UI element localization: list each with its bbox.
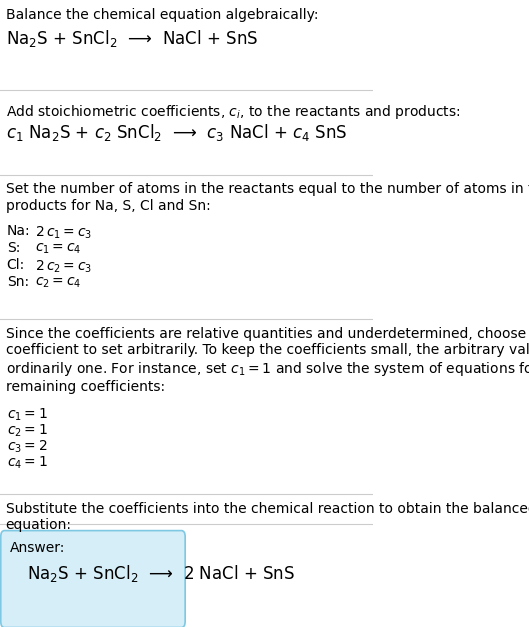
Text: Sn:: Sn: [7,275,29,289]
Text: Add stoichiometric coefficients, $c_i$, to the reactants and products:: Add stoichiometric coefficients, $c_i$, … [6,103,460,121]
Text: Since the coefficients are relative quantities and underdetermined, choose a
coe: Since the coefficients are relative quan… [6,327,529,394]
Text: S:: S: [7,241,20,255]
Text: $2\,c_1 = c_3$: $2\,c_1 = c_3$ [35,224,93,241]
Text: Balance the chemical equation algebraically:: Balance the chemical equation algebraica… [6,8,318,22]
Text: Substitute the coefficients into the chemical reaction to obtain the balanced
eq: Substitute the coefficients into the che… [6,502,529,532]
Text: Set the number of atoms in the reactants equal to the number of atoms in the
pro: Set the number of atoms in the reactants… [6,182,529,213]
Text: Na$_2$S + SnCl$_2$  ⟶  NaCl + SnS: Na$_2$S + SnCl$_2$ ⟶ NaCl + SnS [6,28,258,49]
Text: $c_2 = c_4$: $c_2 = c_4$ [35,275,82,290]
Text: Na$_2$S + SnCl$_2$  ⟶  2 NaCl + SnS: Na$_2$S + SnCl$_2$ ⟶ 2 NaCl + SnS [27,564,295,584]
FancyBboxPatch shape [1,530,185,627]
Text: Answer:: Answer: [10,542,66,556]
Text: Na:: Na: [7,224,30,238]
Text: $c_4 = 1$: $c_4 = 1$ [7,455,48,471]
Text: $c_1 = 1$: $c_1 = 1$ [7,407,48,423]
Text: $c_3 = 2$: $c_3 = 2$ [7,439,47,455]
Text: Cl:: Cl: [7,258,25,272]
Text: $c_1$ Na$_2$S + $c_2$ SnCl$_2$  ⟶  $c_3$ NaCl + $c_4$ SnS: $c_1$ Na$_2$S + $c_2$ SnCl$_2$ ⟶ $c_3$ N… [6,122,347,143]
Text: $c_2 = 1$: $c_2 = 1$ [7,423,48,440]
Text: $2\,c_2 = c_3$: $2\,c_2 = c_3$ [35,258,93,275]
Text: $c_1 = c_4$: $c_1 = c_4$ [35,241,82,256]
